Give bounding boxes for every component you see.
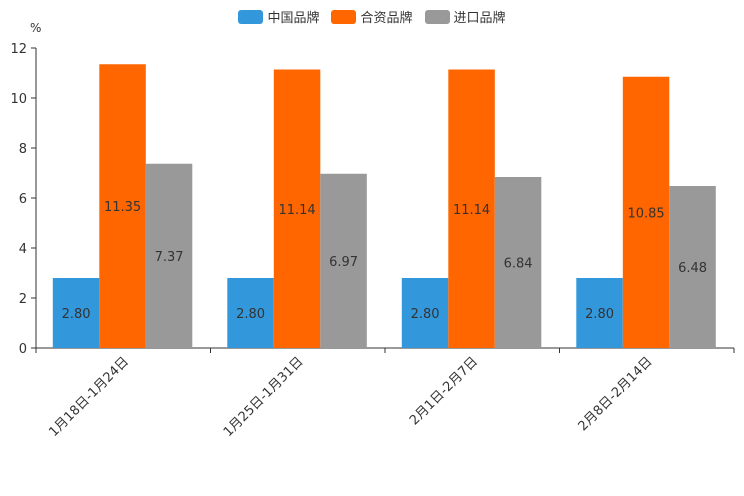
legend: 中国品牌 合资品牌 进口品牌 — [0, 7, 744, 26]
x-tick-label-2: 1月25日-1月31日 — [221, 354, 307, 440]
y-tick-label-0: 0 — [19, 342, 27, 357]
bar-3-1 — [145, 163, 193, 348]
y-tick-label-10: 10 — [10, 92, 27, 107]
data-label-3-2: 6.97 — [329, 255, 358, 270]
y-tick-label-8: 8 — [19, 142, 27, 157]
legend-swatch-joint-venture-brand — [331, 9, 357, 24]
bar-1-1 — [52, 278, 100, 348]
data-label-2-2: 11.14 — [278, 203, 315, 218]
legend-label-import-brand: 进口品牌 — [453, 11, 506, 26]
y-axis-unit: % — [30, 21, 42, 35]
data-label-2-3: 11.14 — [453, 203, 490, 218]
y-tick-label-12: 12 — [10, 42, 27, 57]
data-label-1-1: 2.80 — [62, 307, 91, 322]
y-tick-label-2: 2 — [19, 292, 27, 307]
bar-3-4 — [669, 186, 716, 348]
bar-2-4 — [622, 76, 670, 348]
legend-swatch-import-brand — [424, 9, 450, 24]
legend-item-china-brand[interactable]: 中国品牌 — [238, 7, 319, 26]
data-label-3-3: 6.84 — [504, 257, 533, 272]
legend-item-joint-venture-brand[interactable]: 合资品牌 — [331, 7, 413, 26]
bar-2-2 — [273, 69, 321, 348]
y-tick-label-6: 6 — [19, 192, 27, 207]
bar-3-2 — [320, 173, 367, 348]
data-label-3-1: 7.37 — [155, 250, 184, 265]
bar-3-3 — [494, 177, 542, 348]
bar-1-3 — [401, 278, 449, 348]
bar-1-2 — [227, 278, 274, 348]
legend-label-joint-venture-brand: 合资品牌 — [360, 11, 413, 26]
legend-item-import-brand[interactable]: 进口品牌 — [424, 7, 506, 26]
bar-1-4 — [576, 278, 623, 348]
bar-2-3 — [448, 69, 495, 348]
data-label-2-1: 11.35 — [104, 200, 141, 215]
y-tick-label-4: 4 — [19, 242, 27, 257]
legend-label-china-brand: 中国品牌 — [267, 11, 320, 26]
x-tick-label-1: 1月18日-1月24日 — [46, 354, 132, 440]
x-tick-label-4: 2月8日-2月14日 — [576, 354, 656, 434]
data-label-3-4: 6.48 — [678, 261, 707, 276]
data-label-2-4: 10.85 — [627, 206, 664, 221]
legend-swatch-china-brand — [238, 9, 264, 24]
data-label-1-4: 2.80 — [585, 307, 614, 322]
bar-2-1 — [99, 64, 146, 348]
x-tick-label-3: 2月1日-2月7日 — [407, 354, 481, 428]
data-label-1-3: 2.80 — [411, 307, 440, 322]
data-label-1-2: 2.80 — [236, 307, 265, 322]
